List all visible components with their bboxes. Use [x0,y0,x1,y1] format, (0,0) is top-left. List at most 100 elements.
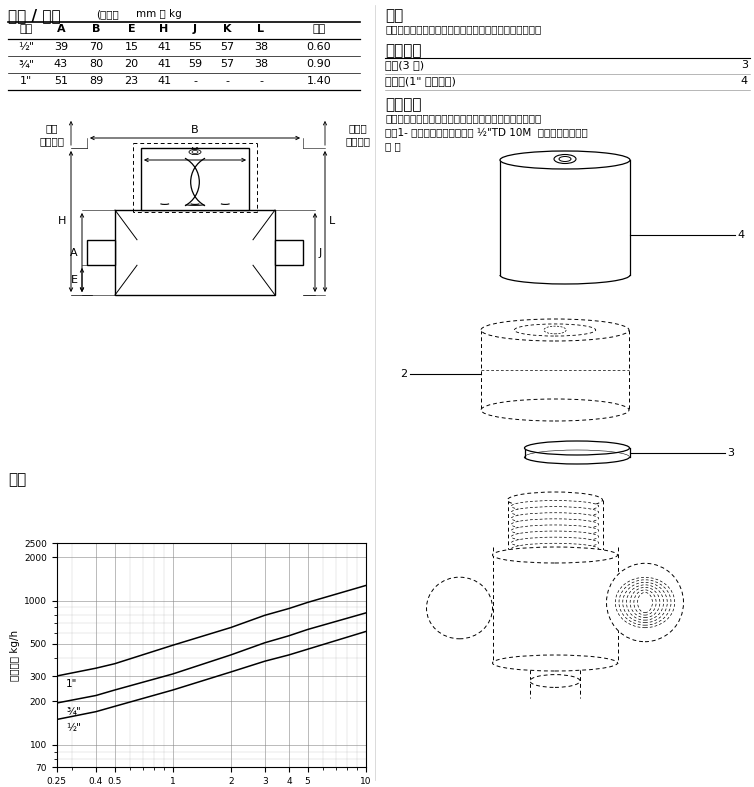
Text: H: H [57,216,66,227]
Text: 口径: 口径 [20,24,32,34]
Text: 3: 3 [741,60,748,70]
Ellipse shape [514,324,596,336]
Bar [141,148,249,210]
Text: 80: 80 [90,59,103,69]
Bar [275,240,303,265]
Text: K: K [222,24,231,34]
Ellipse shape [511,507,599,518]
Text: 70: 70 [90,42,103,52]
Text: 阀帽
拆卸距离: 阀帽 拆卸距离 [39,123,65,146]
Ellipse shape [638,593,652,612]
Text: B: B [192,125,199,135]
Ellipse shape [554,154,576,164]
Text: 2: 2 [400,369,407,379]
Ellipse shape [530,674,580,687]
Ellipse shape [492,655,618,671]
Ellipse shape [623,582,667,623]
Ellipse shape [511,525,599,536]
Ellipse shape [500,151,630,169]
Text: 57: 57 [220,42,234,52]
Text: L: L [329,216,336,227]
Text: H: H [159,24,169,34]
Text: 89: 89 [90,76,103,86]
Ellipse shape [544,326,566,334]
Text: E: E [71,275,78,285]
Ellipse shape [559,157,571,161]
Text: 15: 15 [124,42,139,52]
Ellipse shape [507,492,602,508]
Text: -: - [259,76,263,86]
Text: J: J [193,24,197,34]
Text: J: J [319,247,322,257]
Text: 39: 39 [54,42,68,52]
Text: 51: 51 [54,76,68,86]
Text: 隔热罩
拆卸距离: 隔热罩 拆卸距离 [345,123,370,146]
Text: 阀 。: 阀 。 [385,141,400,151]
Text: 碟片(3 件): 碟片(3 件) [385,60,424,70]
Text: ¾": ¾" [18,59,34,69]
Ellipse shape [511,543,599,555]
Text: 4: 4 [737,230,744,240]
Text: 1.40: 1.40 [307,76,331,86]
Text: 备件: 备件 [385,8,403,23]
Text: 57: 57 [220,59,234,69]
Ellipse shape [189,150,201,154]
Text: 38: 38 [254,42,268,52]
Ellipse shape [511,538,599,549]
Ellipse shape [511,531,599,542]
Text: 4: 4 [741,76,748,86]
Text: 43: 43 [54,59,68,69]
Text: A: A [57,24,66,34]
Ellipse shape [511,501,599,512]
Text: A: A [70,247,78,257]
Text: 23: 23 [124,76,139,86]
Text: (近似）: (近似） [96,9,118,19]
Text: ½": ½" [66,722,81,733]
Text: K: K [192,147,198,157]
Text: 20: 20 [124,59,139,69]
Text: 41: 41 [157,59,171,69]
Text: 41: 41 [157,42,171,52]
Text: ½": ½" [18,42,34,52]
Text: -: - [193,76,197,86]
Text: 1": 1" [66,679,78,689]
Text: mm 和 kg: mm 和 kg [136,9,182,19]
Text: 订购备件: 订购备件 [385,97,421,112]
Text: 隔热罩(1" 口径不供): 隔热罩(1" 口径不供) [385,76,456,86]
Text: B: B [92,24,101,34]
Ellipse shape [427,577,492,639]
Text: 38: 38 [254,59,268,69]
Text: 3: 3 [727,448,734,457]
Ellipse shape [481,399,629,421]
Text: 59: 59 [188,59,202,69]
Text: 0.60: 0.60 [307,42,331,52]
Text: E: E [127,24,135,34]
Text: 例：1- 碟片组件用于斯派莎克 ½"TD 10M  热动力型蒸汽疏水: 例：1- 碟片组件用于斯派莎克 ½"TD 10M 热动力型蒸汽疏水 [385,127,588,137]
Text: 55: 55 [188,42,202,52]
Text: 1": 1" [20,76,32,86]
Text: 0.90: 0.90 [307,59,331,69]
Text: 图中实线部分所示为可供备件，虚线不属备件供应范围。: 图中实线部分所示为可供备件，虚线不属备件供应范围。 [385,24,541,34]
Ellipse shape [192,150,198,153]
Bar [87,240,115,265]
Ellipse shape [627,585,664,620]
Text: 排量: 排量 [8,472,26,487]
Text: 尺寸 / 重量: 尺寸 / 重量 [8,8,60,23]
Ellipse shape [511,519,599,530]
Bar [115,210,275,295]
Text: 重量: 重量 [312,24,326,34]
Ellipse shape [634,590,656,615]
Ellipse shape [615,578,675,628]
Ellipse shape [606,563,683,641]
Text: 可供备件: 可供备件 [385,43,421,58]
Text: 请按上表中描述订购备件，并标明疏水阀的型号和口径。: 请按上表中描述订购备件，并标明疏水阀的型号和口径。 [385,113,541,123]
Ellipse shape [525,441,630,455]
Text: ¾": ¾" [66,706,81,716]
Y-axis label: 冷凝水量 kg/h: 冷凝水量 kg/h [10,630,20,681]
Ellipse shape [481,319,629,341]
Ellipse shape [511,513,599,524]
Ellipse shape [630,587,660,618]
Text: 41: 41 [157,76,171,86]
Text: -: - [225,76,229,86]
Ellipse shape [492,547,618,563]
